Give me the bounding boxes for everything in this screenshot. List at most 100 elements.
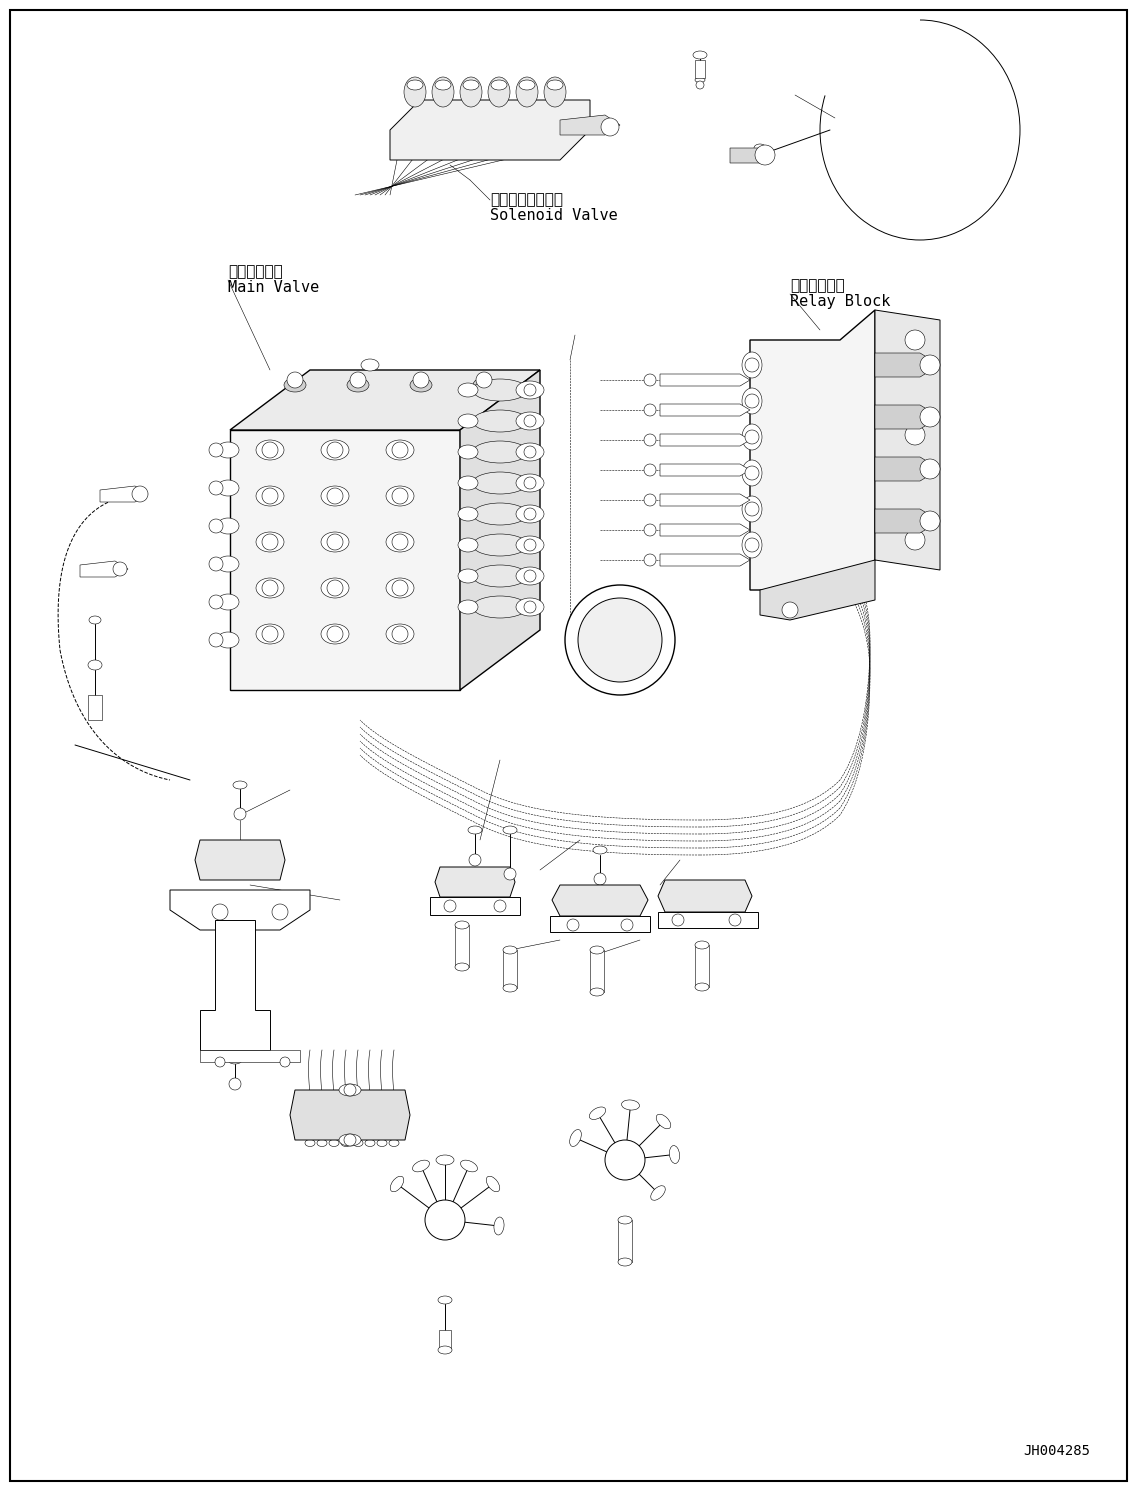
Polygon shape [171,890,310,930]
Circle shape [745,429,760,444]
Circle shape [745,358,760,371]
Polygon shape [750,310,875,590]
Circle shape [524,601,536,613]
Circle shape [920,407,940,426]
Ellipse shape [217,632,239,649]
Ellipse shape [413,1160,430,1172]
Ellipse shape [233,781,247,789]
Ellipse shape [488,78,511,107]
Ellipse shape [229,1056,242,1065]
Text: JH004285: JH004285 [1023,1443,1090,1458]
Ellipse shape [742,423,762,450]
Circle shape [644,374,656,386]
Ellipse shape [742,497,762,522]
Ellipse shape [256,440,284,461]
Ellipse shape [695,78,705,82]
Circle shape [745,394,760,409]
Ellipse shape [742,461,762,486]
Ellipse shape [570,1130,581,1147]
Ellipse shape [516,443,543,461]
Circle shape [262,441,279,458]
Circle shape [327,580,343,596]
Ellipse shape [455,963,468,971]
Ellipse shape [458,599,478,614]
Circle shape [524,446,536,458]
Polygon shape [460,370,540,690]
Ellipse shape [543,78,566,107]
Ellipse shape [468,826,482,833]
Polygon shape [659,434,750,446]
Circle shape [215,1057,225,1068]
Ellipse shape [458,538,478,552]
Circle shape [644,523,656,535]
Ellipse shape [463,81,479,89]
Bar [590,950,604,992]
Ellipse shape [256,532,284,552]
Polygon shape [561,115,620,136]
Text: 中継ブロック: 中継ブロック [790,277,845,294]
Polygon shape [659,494,750,505]
Ellipse shape [516,412,543,429]
Ellipse shape [692,51,707,60]
Ellipse shape [516,598,543,616]
Ellipse shape [460,1160,478,1172]
Circle shape [782,602,798,617]
Ellipse shape [321,440,349,461]
Ellipse shape [473,534,528,556]
Ellipse shape [473,565,528,587]
Ellipse shape [390,1176,404,1191]
Circle shape [345,1135,356,1147]
Ellipse shape [458,383,478,397]
Bar [455,924,468,968]
Ellipse shape [385,440,414,461]
Circle shape [327,441,343,458]
Circle shape [234,808,246,820]
Circle shape [567,918,579,930]
Ellipse shape [256,486,284,505]
Polygon shape [730,148,775,163]
Circle shape [345,1084,356,1096]
Ellipse shape [458,476,478,491]
Ellipse shape [516,474,543,492]
Ellipse shape [458,507,478,520]
Ellipse shape [473,502,528,525]
Circle shape [262,626,279,643]
Circle shape [524,508,536,520]
Bar [430,898,520,915]
Text: メインバルブ: メインバルブ [229,264,283,279]
Circle shape [504,868,516,880]
Ellipse shape [473,379,495,392]
Bar [439,1330,451,1349]
Circle shape [920,459,940,479]
Circle shape [601,118,619,136]
Ellipse shape [619,1258,632,1266]
Ellipse shape [385,579,414,598]
Ellipse shape [670,1145,680,1163]
Circle shape [262,488,279,504]
Ellipse shape [516,567,543,584]
Polygon shape [875,406,940,429]
Circle shape [392,626,408,643]
Ellipse shape [341,1139,351,1147]
Circle shape [524,477,536,489]
Bar [88,695,102,720]
Circle shape [272,904,288,920]
Polygon shape [659,404,750,416]
Polygon shape [435,866,515,898]
Circle shape [745,467,760,480]
Ellipse shape [516,78,538,107]
Circle shape [696,81,704,89]
Ellipse shape [435,1156,454,1164]
Polygon shape [659,464,750,476]
Ellipse shape [321,625,349,644]
Polygon shape [659,523,750,535]
Ellipse shape [518,81,536,89]
Circle shape [644,555,656,567]
Polygon shape [658,880,752,912]
Ellipse shape [487,1176,500,1191]
Circle shape [524,540,536,552]
Ellipse shape [589,1106,606,1120]
Text: Main Valve: Main Valve [229,280,319,295]
Circle shape [644,464,656,476]
Ellipse shape [656,1114,671,1129]
